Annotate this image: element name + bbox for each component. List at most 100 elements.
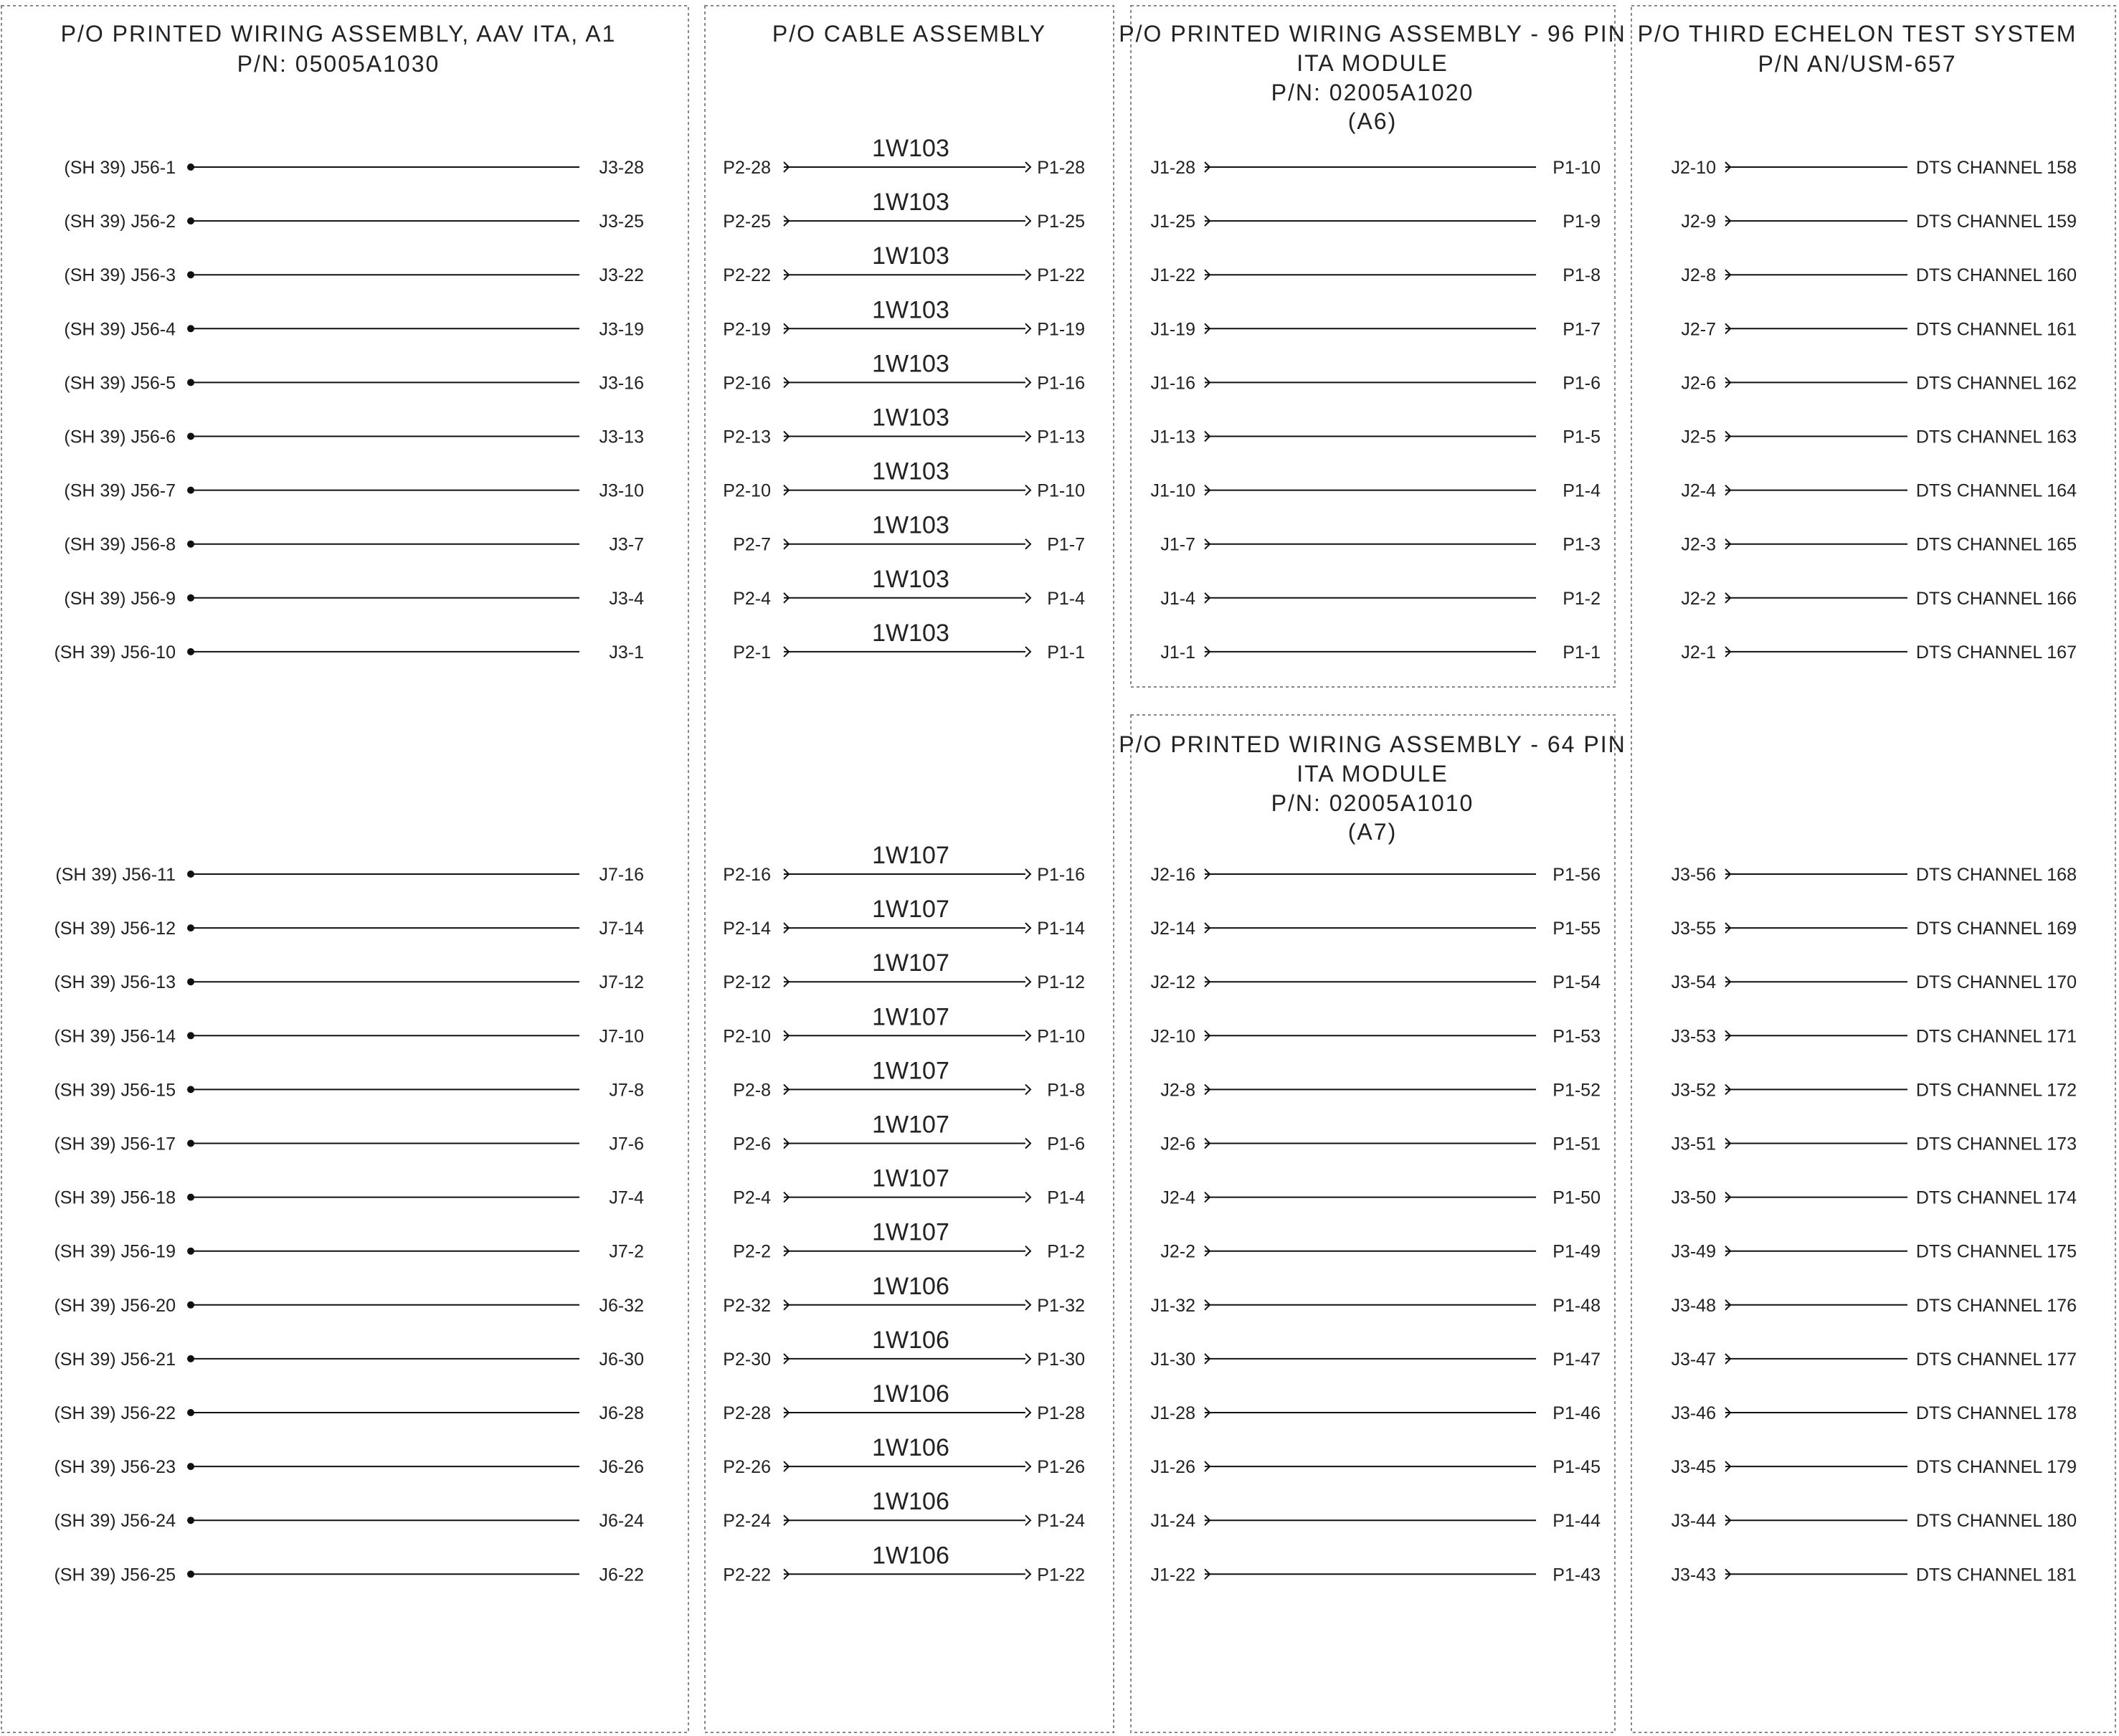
a1-left-pin-label: (SH 39) J56-7 bbox=[64, 481, 176, 501]
connector-chevron-icon bbox=[1025, 430, 1032, 442]
connector-chevron-icon bbox=[1025, 215, 1032, 227]
dts-channel-label: DTS CHANNEL 168 bbox=[1916, 865, 2077, 885]
tes-left-pin-label: J3-44 bbox=[1671, 1511, 1716, 1531]
cable-right-pin-label: P1-25 bbox=[1037, 212, 1085, 232]
dts-channel-label: DTS CHANNEL 174 bbox=[1916, 1188, 2077, 1208]
a7-right-pin-label: P1-55 bbox=[1552, 919, 1601, 939]
a6-right-pin-label: P1-2 bbox=[1563, 589, 1601, 609]
a1-right-pin-label: J6-32 bbox=[599, 1296, 644, 1316]
a1-right-pin-label: J7-4 bbox=[609, 1188, 644, 1208]
a1-left-pin-label: (SH 39) J56-10 bbox=[54, 642, 176, 663]
cable-id-label: 1W107 bbox=[872, 1165, 949, 1192]
dts-channel-label: DTS CHANNEL 177 bbox=[1916, 1350, 2077, 1370]
connector-chevron-icon bbox=[1025, 868, 1032, 880]
a1-left-pin-label: (SH 39) J56-2 bbox=[64, 212, 176, 232]
cable-id-label: 1W107 bbox=[872, 842, 949, 869]
cable-id-label: 1W103 bbox=[872, 458, 949, 485]
cable-right-pin-label: P1-22 bbox=[1037, 1565, 1085, 1585]
a6-left-pin-label: J1-28 bbox=[1150, 158, 1195, 178]
tes-left-pin-label: J3-48 bbox=[1671, 1296, 1716, 1316]
a1-left-pin-label: (SH 39) J56-19 bbox=[54, 1242, 176, 1262]
dts-channel-label: DTS CHANNEL 172 bbox=[1916, 1080, 2077, 1100]
a6-right-pin-label: P1-3 bbox=[1563, 535, 1601, 555]
a1-left-pin-label: (SH 39) J56-1 bbox=[64, 158, 176, 178]
a1-right-pin-label: J6-28 bbox=[599, 1403, 644, 1423]
a1-left-pin-label: (SH 39) J56-13 bbox=[54, 972, 176, 992]
connector-chevron-icon bbox=[1025, 976, 1032, 987]
connector-chevron-icon bbox=[1025, 376, 1032, 389]
a6-left-pin-label: J1-25 bbox=[1150, 212, 1195, 232]
a7-right-pin-label: P1-47 bbox=[1552, 1350, 1601, 1370]
a7-right-pin-label: P1-56 bbox=[1552, 865, 1601, 885]
tes-left-pin-label: J3-56 bbox=[1671, 865, 1716, 885]
a1-right-pin-label: J3-28 bbox=[599, 158, 644, 178]
tes-left-pin-label: J2-9 bbox=[1681, 212, 1716, 232]
cable-right-pin-label: P1-16 bbox=[1037, 373, 1085, 393]
a7-left-pin-label: J2-4 bbox=[1160, 1188, 1195, 1208]
a1-left-pin-label: (SH 39) J56-4 bbox=[64, 319, 176, 339]
connector-chevron-icon bbox=[1025, 1299, 1032, 1311]
connector-chevron-icon bbox=[1025, 1407, 1032, 1418]
cable-left-pin-label: P2-16 bbox=[723, 865, 771, 885]
a1-right-pin-label: J3-19 bbox=[599, 319, 644, 339]
tes-left-pin-label: J2-5 bbox=[1681, 427, 1716, 447]
tes-left-pin-label: J3-54 bbox=[1671, 972, 1716, 992]
cable-left-pin-label: P2-10 bbox=[723, 1026, 771, 1046]
panel-a6-title: P/O PRINTED WIRING ASSEMBLY - 96 PIN ITA… bbox=[1119, 21, 1624, 134]
a1-right-pin-label: J6-22 bbox=[599, 1565, 644, 1585]
cable-left-pin-label: P2-22 bbox=[723, 265, 771, 285]
a7-left-pin-label: J1-26 bbox=[1150, 1457, 1195, 1477]
a7-right-pin-label: P1-43 bbox=[1552, 1565, 1601, 1585]
cable-left-pin-label: P2-8 bbox=[733, 1080, 771, 1100]
a1-right-pin-label: J3-4 bbox=[609, 589, 644, 609]
a1-right-pin-label: J7-2 bbox=[609, 1242, 644, 1262]
a1-left-pin-label: (SH 39) J56-17 bbox=[54, 1134, 176, 1154]
a1-right-pin-label: J3-10 bbox=[599, 481, 644, 501]
a1-right-pin-label: J3-13 bbox=[599, 427, 644, 447]
connector-chevron-icon bbox=[1025, 1083, 1032, 1096]
a7-right-pin-label: P1-45 bbox=[1552, 1457, 1601, 1477]
connector-chevron-icon bbox=[1025, 592, 1032, 604]
connector-chevron-icon bbox=[1025, 1191, 1032, 1203]
a1-right-pin-label: J3-7 bbox=[609, 535, 644, 555]
dts-channel-label: DTS CHANNEL 171 bbox=[1916, 1026, 2077, 1046]
wire-rows: (SH 39) J56-1 J3-28 (SH 39) J56-2 J3-25 (SH … bbox=[54, 135, 2077, 1585]
a1-right-pin-label: J6-26 bbox=[599, 1457, 644, 1477]
dts-channel-label: DTS CHANNEL 164 bbox=[1916, 481, 2077, 501]
cable-left-pin-label: P2-26 bbox=[723, 1457, 771, 1477]
cable-right-pin-label: P1-24 bbox=[1037, 1511, 1085, 1531]
tes-left-pin-label: J3-55 bbox=[1671, 919, 1716, 939]
connector-chevron-icon bbox=[1025, 1353, 1032, 1365]
dts-channel-label: DTS CHANNEL 163 bbox=[1916, 427, 2077, 447]
cable-right-pin-label: P1-8 bbox=[1047, 1080, 1085, 1100]
a6-right-pin-label: P1-6 bbox=[1563, 373, 1601, 393]
panel-a6-title-line: (A6) bbox=[1348, 108, 1397, 134]
panel-cable-title: P/O CABLE ASSEMBLY bbox=[772, 21, 1045, 47]
a6-left-pin-label: J1-7 bbox=[1160, 535, 1195, 555]
tes-left-pin-label: J3-46 bbox=[1671, 1403, 1716, 1423]
a1-left-pin-label: (SH 39) J56-23 bbox=[54, 1457, 176, 1477]
cable-left-pin-label: P2-4 bbox=[733, 1188, 771, 1208]
panel-cable-box bbox=[704, 5, 1114, 1733]
dts-channel-label: DTS CHANNEL 179 bbox=[1916, 1457, 2077, 1477]
a6-right-pin-label: P1-7 bbox=[1563, 319, 1601, 339]
a7-right-pin-label: P1-46 bbox=[1552, 1403, 1601, 1423]
cable-right-pin-label: P1-7 bbox=[1047, 535, 1085, 555]
a1-left-pin-label: (SH 39) J56-22 bbox=[54, 1403, 176, 1423]
cable-right-pin-label: P1-16 bbox=[1037, 865, 1085, 885]
panel-a7-title: P/O PRINTED WIRING ASSEMBLY - 64 PIN ITA… bbox=[1119, 731, 1624, 845]
cable-id-label: 1W106 bbox=[872, 1273, 949, 1300]
cable-id-label: 1W103 bbox=[872, 189, 949, 216]
tes-left-pin-label: J2-2 bbox=[1681, 589, 1716, 609]
cable-id-label: 1W103 bbox=[872, 242, 949, 270]
cable-right-pin-label: P1-4 bbox=[1047, 589, 1085, 609]
a7-right-pin-label: P1-50 bbox=[1552, 1188, 1601, 1208]
a1-left-pin-label: (SH 39) J56-15 bbox=[54, 1080, 176, 1100]
a6-left-pin-label: J1-19 bbox=[1150, 319, 1195, 339]
connector-chevron-icon bbox=[1025, 1137, 1032, 1149]
a6-right-pin-label: P1-1 bbox=[1563, 642, 1601, 663]
a6-right-pin-label: P1-8 bbox=[1563, 265, 1601, 285]
cable-left-pin-label: P2-16 bbox=[723, 373, 771, 393]
a7-left-pin-label: J1-30 bbox=[1150, 1350, 1195, 1370]
a7-left-pin-label: J2-16 bbox=[1150, 865, 1195, 885]
